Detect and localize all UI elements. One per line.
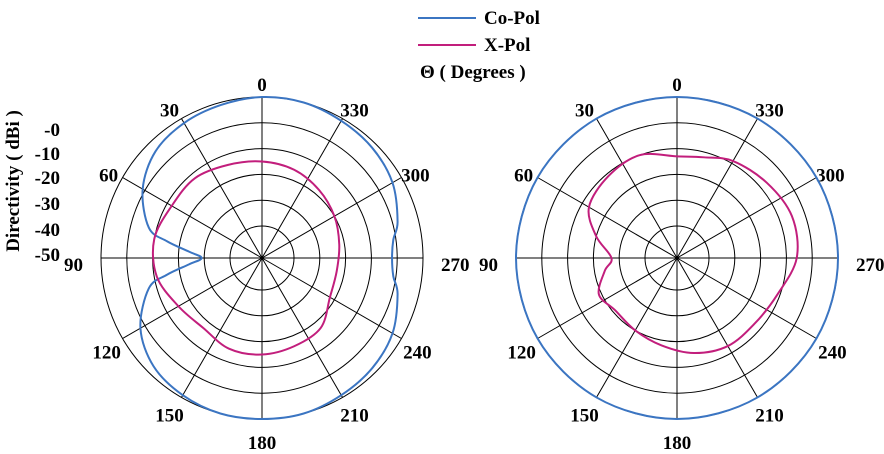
radial-tick-label: -40 <box>35 220 60 241</box>
angle-tick-label: 90 <box>64 255 83 276</box>
grid-spoke <box>122 177 263 259</box>
grid-spoke <box>261 118 343 259</box>
angle-tick-label: 150 <box>155 405 184 426</box>
grid-spoke <box>676 257 758 398</box>
polar-plot-right: 0 30 60 90 120 150 180 210 240 270 300 330 <box>479 75 884 454</box>
grid-spoke <box>537 177 678 259</box>
grid-spoke <box>181 118 263 259</box>
legend: Co-Pol X-Pol Θ ( Degrees ) <box>418 8 540 83</box>
legend-label-co-pol: Co-Pol <box>484 8 540 29</box>
legend-label-x-pol: X-Pol <box>484 35 530 56</box>
grid-spoke <box>261 257 343 398</box>
angle-tick-label: 240 <box>403 343 432 364</box>
angle-tick-label: 330 <box>340 101 369 122</box>
grid-spoke <box>676 257 817 339</box>
angle-tick-label: 0 <box>257 75 267 96</box>
angle-tick-label: 150 <box>570 405 599 426</box>
grid-spoke <box>122 257 263 339</box>
angle-tick-label: 240 <box>818 343 847 364</box>
series-x-pol <box>151 160 341 356</box>
grid-spoke <box>676 177 817 259</box>
grid-spoke <box>676 118 758 259</box>
radial-tick-label: -50 <box>35 245 60 266</box>
angle-tick-label: 30 <box>160 101 179 122</box>
angle-tick-label: 30 <box>575 101 594 122</box>
radial-tick-label: -20 <box>35 168 60 189</box>
angle-tick-label: 0 <box>672 75 682 96</box>
grid-spoke <box>261 257 402 339</box>
angle-tick-label: 300 <box>816 166 845 187</box>
angle-tick-label: 300 <box>401 166 430 187</box>
series-co-pol <box>515 96 839 420</box>
grid-spoke <box>596 257 678 398</box>
grid-spoke <box>537 257 678 339</box>
polar-plot-left: 0 30 60 90 120 150 180 210 240 270 300 330 -0 -10 -20 -… <box>35 75 470 454</box>
radial-tick-label: -10 <box>35 144 60 165</box>
angle-tick-label: 120 <box>507 343 536 364</box>
radial-tick-label: -0 <box>44 120 60 141</box>
angle-tick-label: 270 <box>441 255 470 276</box>
angle-tick-label: 180 <box>663 433 692 454</box>
angle-tick-label: 210 <box>340 405 369 426</box>
radial-tick-label: -30 <box>35 194 60 215</box>
theta-label: Θ ( Degrees ) <box>420 62 526 83</box>
series-x-pol <box>587 152 799 355</box>
angle-tick-label: 60 <box>514 166 533 187</box>
angle-tick-label: 60 <box>99 166 118 187</box>
grid-spoke <box>261 177 402 259</box>
grid-spoke <box>596 118 678 259</box>
angle-tick-label: 90 <box>479 255 498 276</box>
angle-tick-label: 210 <box>755 405 784 426</box>
y-axis-label: Directivity ( dBi ) <box>3 110 24 252</box>
angle-tick-label: 270 <box>856 255 884 276</box>
angle-tick-label: 180 <box>248 433 277 454</box>
grid-spoke <box>181 257 263 398</box>
series-co-pol <box>139 95 399 420</box>
angle-tick-label: 330 <box>755 101 784 122</box>
angle-tick-label: 120 <box>92 343 121 364</box>
